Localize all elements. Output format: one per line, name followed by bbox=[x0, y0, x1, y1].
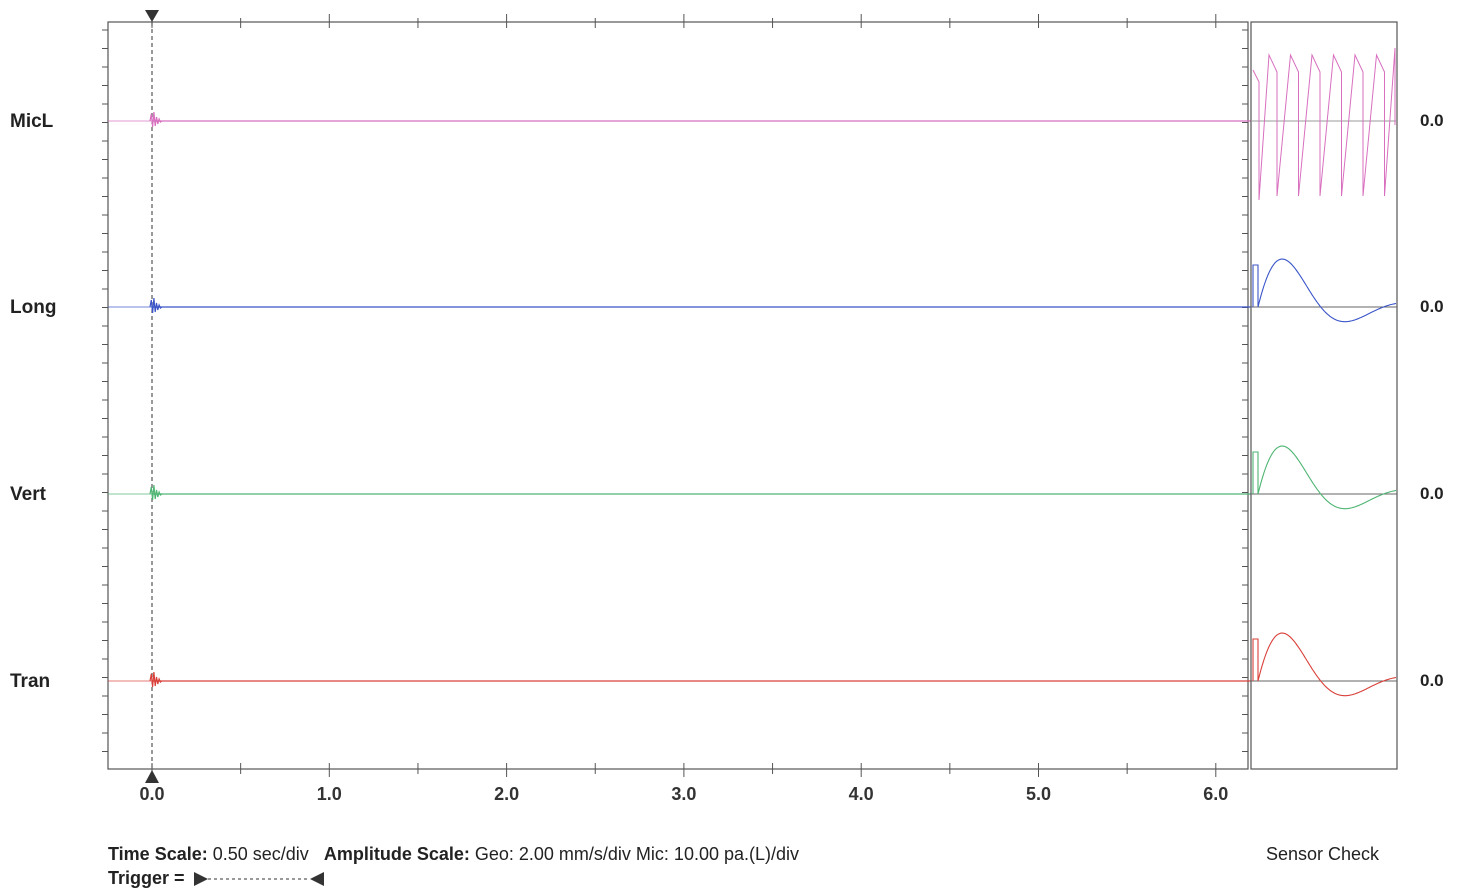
x-tick-label: 5.0 bbox=[1026, 784, 1051, 804]
sensor-wave-long bbox=[1252, 258, 1397, 323]
sensor-check-label: Sensor Check bbox=[1266, 844, 1380, 864]
plot-frame bbox=[107, 21, 1249, 770]
scale-info: Time Scale: 0.50 sec/div Amplitude Scale… bbox=[108, 844, 799, 865]
trace-event-tran bbox=[149, 671, 163, 688]
time-scale-label: Time Scale: bbox=[108, 844, 208, 864]
trace-event-long bbox=[149, 297, 163, 314]
channel-label-long: Long bbox=[10, 297, 57, 318]
x-tick-label: 4.0 bbox=[849, 784, 874, 804]
trace-event-vert bbox=[149, 484, 163, 501]
trigger-marker-icon bbox=[193, 871, 324, 887]
x-tick-label: 1.0 bbox=[317, 784, 342, 804]
channel-label-micl: MicL bbox=[10, 111, 54, 132]
trigger-top-marker bbox=[145, 10, 159, 22]
x-tick-label: 3.0 bbox=[671, 784, 696, 804]
zero-value-long: 0.0 bbox=[1420, 297, 1444, 316]
x-tick-label: 2.0 bbox=[494, 784, 519, 804]
trigger-label: Trigger = bbox=[108, 868, 185, 888]
sensor-wave-micl bbox=[1252, 47, 1396, 201]
channel-label-tran: Tran bbox=[10, 671, 51, 692]
channel-label-vert: Vert bbox=[10, 484, 46, 505]
x-tick-label: 0.0 bbox=[139, 784, 164, 804]
time-scale-value: 0.50 sec/div bbox=[212, 844, 309, 864]
sensor-wave-tran bbox=[1252, 632, 1397, 697]
trace-event-micl bbox=[149, 111, 163, 128]
zero-value-micl: 0.0 bbox=[1420, 111, 1444, 130]
amplitude-scale-label: Amplitude Scale: bbox=[323, 844, 470, 864]
zero-value-tran: 0.0 bbox=[1420, 671, 1444, 690]
sensor-check-panel bbox=[1250, 21, 1398, 770]
amplitude-scale-value: Geo: 2.00 mm/s/div Mic: 10.00 pa.(L)/div bbox=[474, 844, 800, 864]
x-tick-label: 6.0 bbox=[1203, 784, 1228, 804]
zero-value-vert: 0.0 bbox=[1420, 484, 1444, 503]
trigger-info: Trigger = bbox=[108, 868, 324, 889]
trigger-bottom-marker bbox=[145, 770, 159, 783]
sensor-wave-vert bbox=[1252, 445, 1397, 510]
